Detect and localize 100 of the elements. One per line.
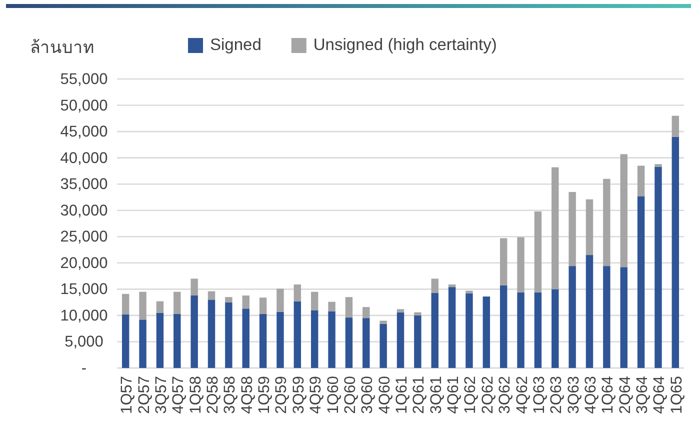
bar [603,266,610,368]
bar [362,318,370,368]
bar [620,267,628,368]
bar [637,196,645,368]
x-tick-label: 2Q61 [410,376,428,414]
bar [517,237,524,292]
legend-label: Unsigned (high certainty) [313,36,497,54]
x-tick-label: 2Q59 [273,376,290,414]
bar [500,238,508,286]
bar [156,301,164,313]
x-tick-label: 2Q57 [136,376,153,414]
y-tick-label: 15,000 [60,281,108,298]
bar [294,284,302,302]
x-tick-label: 3Q60 [359,376,376,414]
x-tick-label: 1Q58 [187,376,204,414]
bar [466,293,473,368]
bar [654,164,662,167]
x-tick-label: 1Q57 [118,376,136,414]
bar [534,292,542,368]
bar [637,166,645,196]
bar [225,302,232,368]
bar [156,312,164,368]
x-tick-label: 4Q60 [376,376,394,414]
y-tick-label: 25,000 [60,228,108,246]
x-tick-label: 4Q62 [514,376,531,414]
bar [345,297,353,318]
y-tick-label: 10,000 [60,307,108,324]
bar [448,284,456,288]
bar [620,154,628,268]
bar [362,307,370,318]
x-tick-label: 1Q63 [530,376,548,414]
x-tick-label: 1Q61 [394,376,410,414]
y-tick-label: 35,000 [60,176,108,194]
x-tick-label: 3Q64 [634,376,652,414]
bar [380,324,387,368]
y-axis-title: ล้านบาท [30,38,94,57]
x-tick-label: 1Q65 [668,376,686,414]
bar [603,178,610,266]
x-tick-label: 2Q60 [342,376,359,414]
y-tick-label: 40,000 [60,150,108,167]
bar [568,266,576,368]
bar [534,211,542,292]
bar [448,287,456,368]
bar [139,292,146,320]
x-tick-label: 1Q62 [462,376,480,414]
bar [672,136,680,368]
bar [414,312,422,316]
bar [242,295,250,309]
bar [174,314,181,368]
bar [328,302,336,312]
bar [328,311,336,368]
bar [482,296,490,368]
x-tick-label: 2Q58 [204,376,222,414]
y-tick-label: 45,000 [60,124,108,141]
bar [672,116,680,137]
bar [242,308,250,368]
bar [380,320,387,324]
bar [276,312,284,368]
x-tick-label: 1Q64 [600,376,617,414]
bar [174,292,181,314]
bar [225,297,232,302]
bar [276,288,284,312]
bar [208,300,216,368]
bar [396,309,404,312]
x-tick-label: 2Q64 [616,376,634,414]
bar [190,295,198,368]
x-tick-label: 4Q61 [445,376,462,414]
x-tick-label: 1Q60 [324,376,342,414]
bar [552,289,559,368]
bar [294,301,302,368]
bar [568,192,576,266]
bar [586,199,594,256]
x-tick-label: 3Q62 [496,376,514,414]
bar [122,314,130,368]
x-tick-label: 1Q59 [256,376,274,414]
x-tick-label: 3Q57 [152,376,170,414]
bar [259,314,267,368]
x-tick-label: 3Q61 [428,376,445,414]
bar [517,292,524,368]
x-tick-label: 2Q62 [479,376,496,414]
y-tick-label: - [81,360,87,377]
x-tick-label: 3Q59 [290,376,308,414]
bar [310,292,318,310]
bar [139,320,146,368]
bar [586,255,594,368]
bar [396,312,404,368]
bar [259,298,267,314]
x-tick-label: 4Q64 [651,376,668,414]
bar [414,315,422,368]
bar [310,310,318,368]
bar [500,286,508,368]
x-tick-label: 4Q58 [238,376,256,414]
bar [345,318,353,368]
bar [654,166,662,368]
legend-label: Signed [210,36,262,54]
x-tick-label: 3Q58 [222,376,239,414]
y-tick-label: 5,000 [64,334,104,351]
y-tick-label: 50,000 [60,97,108,114]
y-tick-label: 20,000 [60,254,108,272]
y-tick-label: 55,000 [60,71,108,88]
